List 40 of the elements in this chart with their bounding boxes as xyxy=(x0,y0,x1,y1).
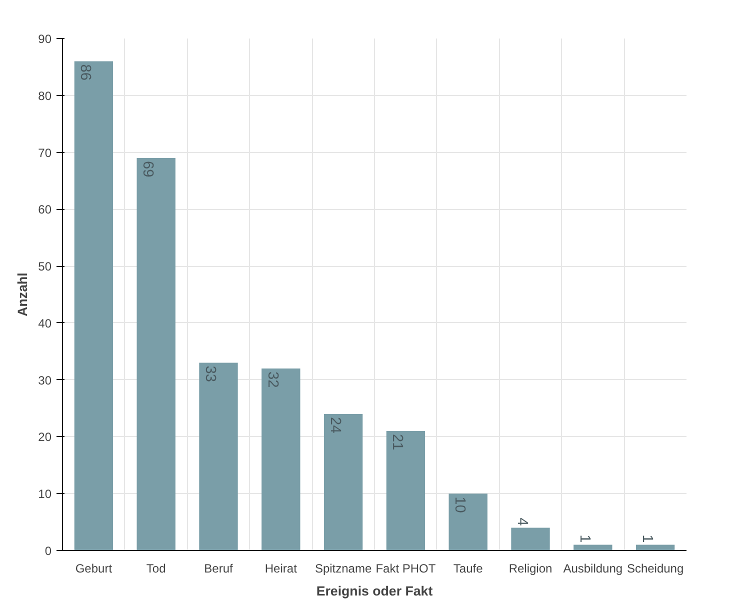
data-label: 32 xyxy=(264,371,280,388)
y-tick-label: 30 xyxy=(38,373,52,388)
y-tick-label: 60 xyxy=(38,202,52,217)
x-tick-label: Taufe xyxy=(453,562,484,576)
x-tick-label: Geburt xyxy=(75,562,113,576)
data-label: 1 xyxy=(576,534,592,543)
x-tick-label: Fakt PHOT xyxy=(376,562,436,576)
x-tick-label: Scheidung xyxy=(626,562,684,576)
data-label: 10 xyxy=(452,496,468,513)
data-label: 21 xyxy=(389,434,406,450)
y-tick-label: 10 xyxy=(38,487,52,502)
data-label: 24 xyxy=(326,416,343,434)
y-tick-label: 50 xyxy=(38,260,52,274)
data-label: 4 xyxy=(514,518,530,526)
y-tick-label: 20 xyxy=(38,430,52,444)
y-tick-label: 90 xyxy=(38,32,52,46)
bar xyxy=(386,431,426,550)
x-tick-label: Spitzname xyxy=(314,562,372,576)
x-axis-title: Ereignis oder Fakt xyxy=(316,584,434,598)
bar xyxy=(324,414,363,550)
data-label: 33 xyxy=(202,366,218,382)
data-label: 69 xyxy=(140,160,156,178)
y-tick-label: 0 xyxy=(44,544,52,558)
y-axis-title: Anzahl xyxy=(15,272,30,316)
y-tick-label: 70 xyxy=(38,146,52,160)
data-label: 1 xyxy=(638,534,655,543)
y-tick-label: 80 xyxy=(38,88,52,103)
x-tick-label: Ausbildung xyxy=(563,562,623,576)
data-label: 86 xyxy=(77,64,94,81)
y-tick-label: 40 xyxy=(38,316,52,330)
bar xyxy=(511,528,550,550)
x-tick-label: Heirat xyxy=(264,562,298,576)
x-tick-label: Tod xyxy=(146,562,166,576)
bar xyxy=(262,368,300,550)
bar xyxy=(136,158,176,550)
bar xyxy=(74,61,114,550)
bar xyxy=(199,362,238,550)
x-tick-label: Religion xyxy=(508,562,552,576)
x-tick-label: Beruf xyxy=(204,562,234,576)
bar xyxy=(448,494,488,550)
